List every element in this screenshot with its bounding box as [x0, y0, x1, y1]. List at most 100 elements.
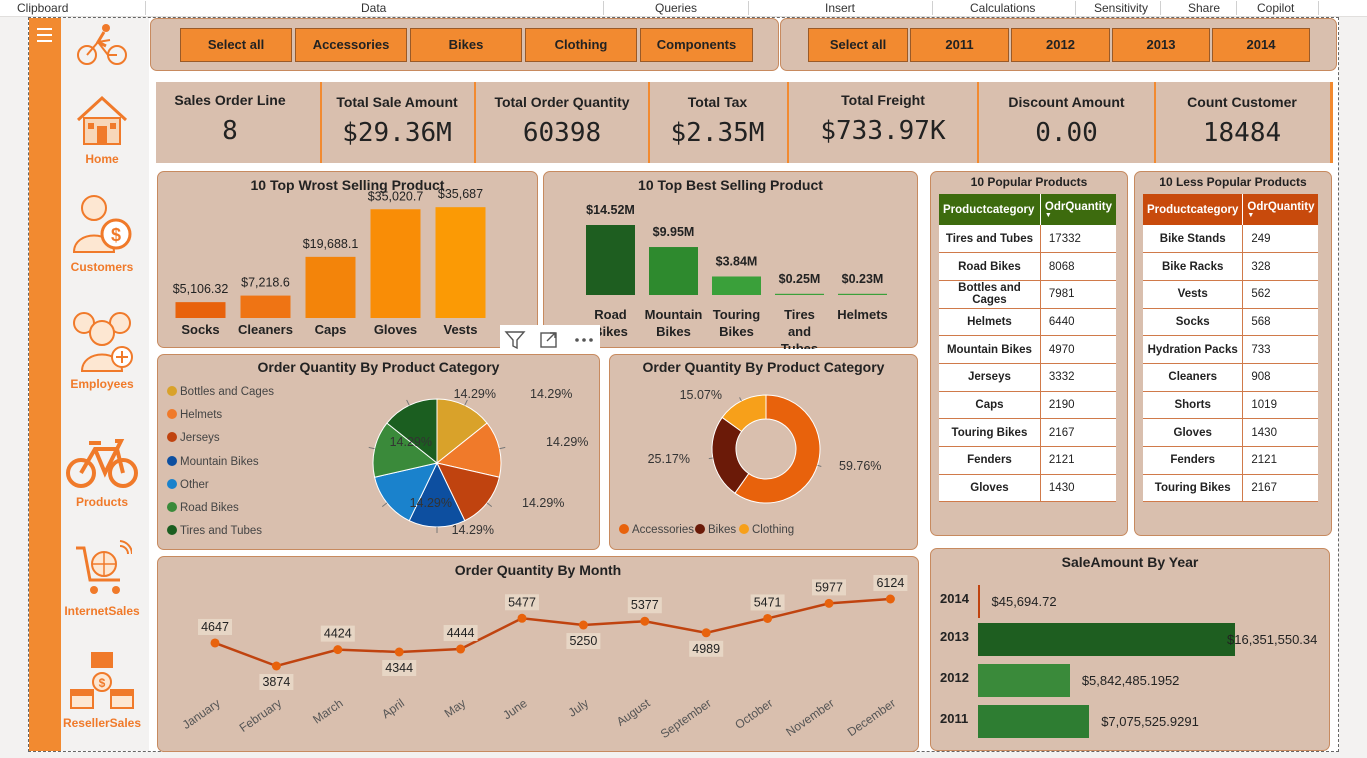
- bar[interactable]: [775, 293, 824, 295]
- column-header[interactable]: Productcategory: [939, 194, 1041, 225]
- legend-item[interactable]: Road Bikes: [167, 502, 239, 514]
- legend-item[interactable]: Tires and Tubes: [167, 525, 262, 537]
- bar[interactable]: [712, 276, 761, 295]
- table-row[interactable]: Touring Bikes 2167: [1143, 474, 1319, 503]
- table-row[interactable]: Jerseys 3332: [939, 363, 1116, 392]
- legend-item[interactable]: Helmets: [167, 409, 222, 421]
- ribbon-sensitivity[interactable]: Sensitivity: [1094, 1, 1149, 15]
- year-2013[interactable]: 2013: [1112, 28, 1210, 62]
- table-row[interactable]: Socks 568: [1143, 308, 1319, 337]
- table-row[interactable]: Tires and Tubes 17332: [939, 225, 1116, 254]
- category-components[interactable]: Components: [640, 28, 753, 62]
- nav-internetsales[interactable]: InternetSales: [62, 540, 142, 618]
- ribbon-queries[interactable]: Queries: [655, 1, 698, 15]
- table-row[interactable]: Bike Stands 249: [1143, 225, 1319, 254]
- quantity-cell: 908: [1242, 363, 1319, 392]
- legend-item[interactable]: Jerseys: [167, 432, 220, 444]
- pie-slice[interactable]: [436, 462, 500, 522]
- category-label: Caps: [315, 322, 347, 337]
- data-point[interactable]: [824, 598, 834, 608]
- table-row[interactable]: Gloves 1430: [939, 474, 1116, 503]
- legend-item[interactable]: Bottles and Cages: [167, 386, 274, 398]
- data-point[interactable]: [517, 613, 527, 623]
- nav-resellersales[interactable]: $ ResellerSales: [62, 648, 142, 730]
- data-point[interactable]: [885, 594, 895, 604]
- table-row[interactable]: Bike Racks 328: [1143, 252, 1319, 281]
- table-row[interactable]: Bottles and Cages 7981: [939, 280, 1116, 309]
- ribbon-share[interactable]: Share: [1188, 1, 1221, 15]
- table-row[interactable]: Fenders 2121: [939, 446, 1116, 475]
- data-point[interactable]: [394, 647, 404, 657]
- year-bar[interactable]: [978, 623, 1235, 656]
- year-2011[interactable]: 2011: [910, 28, 1009, 62]
- table-row[interactable]: Fenders 2121: [1143, 446, 1319, 475]
- donut-slice[interactable]: [734, 394, 821, 504]
- bar[interactable]: [175, 302, 226, 318]
- bar[interactable]: [649, 247, 698, 295]
- table-row[interactable]: Touring Bikes 2167: [939, 418, 1116, 447]
- table-row[interactable]: Caps 2190: [939, 391, 1116, 420]
- legend-item[interactable]: Other: [167, 478, 209, 491]
- category-accessories[interactable]: Accessories: [295, 28, 407, 62]
- ribbon-copilot[interactable]: Copilot: [1257, 1, 1295, 15]
- data-point[interactable]: [640, 616, 650, 626]
- category-select-all[interactable]: Select all: [180, 28, 292, 62]
- data-point[interactable]: [578, 620, 588, 630]
- data-point[interactable]: [271, 661, 281, 671]
- table-row[interactable]: Helmets 6440: [939, 308, 1116, 337]
- bar[interactable]: [435, 207, 486, 318]
- ribbon-data[interactable]: Data: [361, 1, 387, 15]
- table-row[interactable]: Hydration Packs 733: [1143, 335, 1319, 364]
- data-point[interactable]: [763, 613, 773, 623]
- nav-employees[interactable]: Employees: [62, 305, 142, 391]
- category-clothing[interactable]: Clothing: [525, 28, 637, 62]
- legend-item[interactable]: Bikes: [695, 524, 736, 536]
- focus-mode-icon[interactable]: [538, 330, 560, 350]
- year-2014[interactable]: 2014: [1212, 28, 1310, 62]
- data-point[interactable]: [333, 645, 343, 655]
- year-2012[interactable]: 2012: [1011, 28, 1110, 62]
- table-row[interactable]: Cleaners 908: [1143, 363, 1319, 392]
- bar[interactable]: [838, 293, 887, 295]
- legend-item[interactable]: Accessories: [619, 524, 694, 536]
- data-point[interactable]: [210, 638, 220, 648]
- label-background: [382, 660, 417, 677]
- table-row[interactable]: Vests 562: [1143, 280, 1319, 309]
- pie-slice[interactable]: [408, 461, 466, 528]
- legend-item[interactable]: Mountain Bikes: [167, 455, 259, 468]
- pie-slice[interactable]: [372, 422, 439, 478]
- pie-slice[interactable]: [386, 398, 438, 465]
- data-point[interactable]: [701, 628, 711, 638]
- column-header[interactable]: OdrQuantity ▼: [1242, 194, 1319, 225]
- year-bar[interactable]: [978, 664, 1070, 697]
- year-bar[interactable]: [978, 705, 1090, 738]
- column-header[interactable]: Productcategory: [1143, 194, 1243, 225]
- pie-slice[interactable]: [436, 398, 488, 465]
- category-bikes[interactable]: Bikes: [410, 28, 522, 62]
- data-point[interactable]: [456, 644, 466, 654]
- year-bar[interactable]: [978, 585, 980, 618]
- column-header[interactable]: OdrQuantity ▼: [1039, 194, 1116, 225]
- table-row[interactable]: Gloves 1430: [1143, 418, 1319, 447]
- table-row[interactable]: Mountain Bikes 4970: [939, 335, 1116, 364]
- legend-item[interactable]: Clothing: [739, 524, 794, 536]
- nav-products[interactable]: Products: [62, 435, 142, 509]
- nav-home[interactable]: Home: [62, 92, 142, 166]
- pie-slice[interactable]: [435, 422, 502, 478]
- table-row[interactable]: Shorts 1019: [1143, 391, 1319, 420]
- more-options-icon[interactable]: [572, 330, 596, 350]
- filter-icon[interactable]: [504, 330, 526, 350]
- year-select-all[interactable]: Select all: [808, 28, 908, 62]
- table-row[interactable]: Road Bikes 8068: [939, 252, 1116, 281]
- bar[interactable]: [370, 209, 421, 318]
- nav-customers[interactable]: $ Customers: [62, 190, 142, 274]
- ribbon-calculations[interactable]: Calculations: [970, 1, 1036, 15]
- bar[interactable]: [305, 256, 356, 318]
- bar[interactable]: [586, 225, 635, 295]
- hamburger-menu-icon[interactable]: [37, 28, 52, 42]
- donut-slice[interactable]: [721, 394, 767, 433]
- bar[interactable]: [240, 295, 291, 318]
- pie-slice[interactable]: [374, 462, 438, 522]
- ribbon-insert[interactable]: Insert: [825, 1, 856, 15]
- ribbon-clipboard[interactable]: Clipboard: [17, 1, 69, 15]
